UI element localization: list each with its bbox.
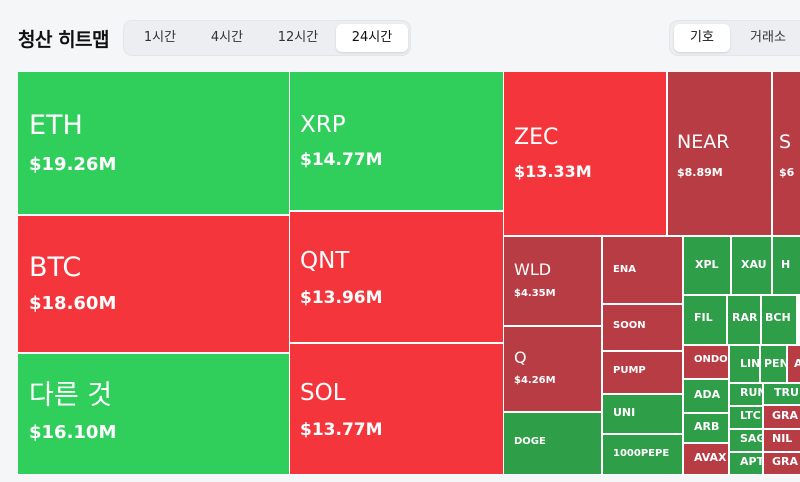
- tile-value: $19.26M: [29, 154, 117, 175]
- heatmap-tile-q[interactable]: Q $4.26M: [504, 327, 602, 412]
- tile-symbol: APT: [740, 455, 763, 468]
- tile-symbol: AVAX: [694, 451, 727, 464]
- heatmap-tile-다른-것[interactable]: 다른 것 $16.10M: [18, 354, 290, 475]
- heatmap-tile-gra[interactable]: GRA: [764, 453, 800, 475]
- heatmap-tile-ada[interactable]: ADA: [684, 380, 729, 413]
- heatmap-tile-wld[interactable]: WLD $4.35M: [504, 237, 602, 326]
- heatmap-tile-eth[interactable]: ETH $19.26M: [18, 72, 290, 215]
- tile-symbol: S: [779, 131, 792, 153]
- tile-symbol: PUMP: [613, 365, 646, 376]
- heatmap-tile-run[interactable]: RUN: [730, 384, 763, 406]
- tile-value: $13.33M: [514, 162, 592, 181]
- heatmap-tile-qnt[interactable]: QNT $13.96M: [290, 212, 504, 343]
- tile-symbol: ONDO: [694, 354, 728, 365]
- tile-symbol: XRP: [300, 112, 346, 138]
- tile-symbol: WLD: [514, 260, 552, 279]
- tile-value: $13.77M: [300, 420, 383, 440]
- tile-symbol: XPL: [695, 258, 719, 271]
- tile-symbol: BTC: [29, 252, 82, 283]
- tile-symbol: ZEC: [514, 125, 559, 150]
- tile-symbol: 다른 것: [29, 380, 113, 411]
- page-title: 청산 히트맵: [18, 29, 110, 51]
- tile-symbol: RAR: [732, 311, 758, 324]
- heatmap-tile-uni[interactable]: UNI: [603, 395, 683, 434]
- tile-symbol: ENA: [613, 264, 636, 275]
- heatmap-tile-1000pepe[interactable]: 1000PEPE: [603, 435, 683, 475]
- tile-value: $16.10M: [29, 422, 117, 443]
- heatmap-tile-xau[interactable]: XAU: [732, 237, 772, 295]
- tab-12h[interactable]: 12시간: [277, 30, 319, 45]
- tile-symbol: GRA: [772, 409, 799, 422]
- heatmap-tile-xpl[interactable]: XPL: [684, 237, 731, 295]
- heatmap-tile-near[interactable]: NEAR $8.89M: [668, 72, 772, 236]
- tile-symbol: FIL: [694, 311, 713, 324]
- tile-value: $4.26M: [514, 375, 556, 386]
- tile-value: $14.77M: [300, 150, 383, 170]
- heatmap-tile-btc[interactable]: BTC $18.60M: [18, 216, 290, 353]
- tile-symbol: SOL: [300, 380, 346, 406]
- tab-4h[interactable]: 4시간: [210, 30, 244, 45]
- tile-symbol: Q: [514, 348, 527, 367]
- tile-symbol: ARB: [694, 420, 720, 433]
- tab-24h[interactable]: 24시간: [336, 24, 408, 52]
- heatmap-tile-fil[interactable]: FIL: [684, 296, 727, 345]
- tile-symbol: NEAR: [677, 131, 730, 153]
- tile-symbol: PEN: [764, 357, 787, 370]
- tile-symbol: TRU: [774, 386, 799, 399]
- heatmap-tile-h[interactable]: H: [773, 237, 800, 295]
- heatmap-tile-ena[interactable]: ENA: [603, 237, 683, 304]
- tile-symbol: RUN: [740, 386, 762, 399]
- heatmap-tile-doge[interactable]: DOGE: [504, 413, 602, 475]
- heatmap-tile-avax[interactable]: AVAX: [684, 444, 729, 475]
- tile-symbol: XAU: [741, 258, 767, 271]
- tile-symbol: ADA: [694, 388, 721, 401]
- heatmap-tile-ondo[interactable]: ONDO: [684, 346, 729, 379]
- heatmap-tile-arb[interactable]: ARB: [684, 414, 729, 443]
- heatmap-tile-zec[interactable]: ZEC $13.33M: [504, 72, 667, 236]
- tile-symbol: UNI: [613, 406, 636, 419]
- tile-symbol: H: [781, 258, 791, 271]
- tile-value: $4.35M: [514, 288, 556, 299]
- tile-symbol: DOGE: [514, 436, 546, 447]
- heatmap-tile-pump[interactable]: PUMP: [603, 352, 683, 394]
- heatmap-tile-lin[interactable]: LIN: [730, 346, 760, 383]
- tile-symbol: NIL: [772, 432, 793, 445]
- liquidation-heatmap: ETH $19.26M BTC $18.60M 다른 것 $16.10M XRP $14.77…: [18, 72, 800, 475]
- heatmap-tile-sol[interactable]: SOL $13.77M: [290, 344, 504, 475]
- tile-value: $6: [779, 166, 795, 179]
- view-mode-tabs: 기호 거래소: [669, 20, 800, 56]
- tile-symbol: SOON: [613, 320, 646, 331]
- tile-symbol: LTC: [740, 409, 761, 422]
- tab-exchange[interactable]: 거래소: [750, 30, 786, 45]
- heatmap-tile-tru[interactable]: TRU: [764, 384, 800, 405]
- tile-symbol: LIN: [740, 357, 760, 370]
- tile-symbol: A: [794, 358, 800, 369]
- heatmap-tile-ltc[interactable]: LTC: [730, 407, 763, 429]
- tab-symbol[interactable]: 기호: [674, 24, 730, 52]
- tile-symbol: GRA: [772, 455, 799, 468]
- heatmap-tile-s[interactable]: S $6: [773, 72, 800, 236]
- heatmap-tile-pen[interactable]: PEN: [761, 346, 787, 383]
- heatmap-tile-a[interactable]: A: [788, 346, 800, 383]
- tile-symbol: BCH: [765, 311, 791, 324]
- tile-value: $8.89M: [677, 166, 723, 179]
- heatmap-tile-apt[interactable]: APT: [730, 453, 763, 475]
- heatmap-tile-xrp[interactable]: XRP $14.77M: [290, 72, 504, 211]
- tile-value: $13.96M: [300, 288, 383, 308]
- time-range-tabs: 1시간 4시간 12시간 24시간: [123, 20, 411, 56]
- tile-symbol: SAGA: [740, 432, 762, 445]
- tile-symbol: ETH: [29, 110, 83, 141]
- heatmap-tile-saga[interactable]: SAGA: [730, 430, 763, 452]
- tab-1h[interactable]: 1시간: [143, 30, 177, 45]
- heatmap-tile-bch[interactable]: BCH: [762, 296, 797, 345]
- tile-value: $18.60M: [29, 293, 117, 314]
- heatmap-tile-soon[interactable]: SOON: [603, 305, 683, 351]
- heatmap-tile-gra[interactable]: GRA: [764, 406, 800, 429]
- tile-symbol: 1000PEPE: [613, 448, 670, 459]
- heatmap-tile-nil[interactable]: NIL: [764, 430, 800, 452]
- tile-symbol: QNT: [300, 248, 350, 274]
- heatmap-tile-rar[interactable]: RAR: [728, 296, 761, 345]
